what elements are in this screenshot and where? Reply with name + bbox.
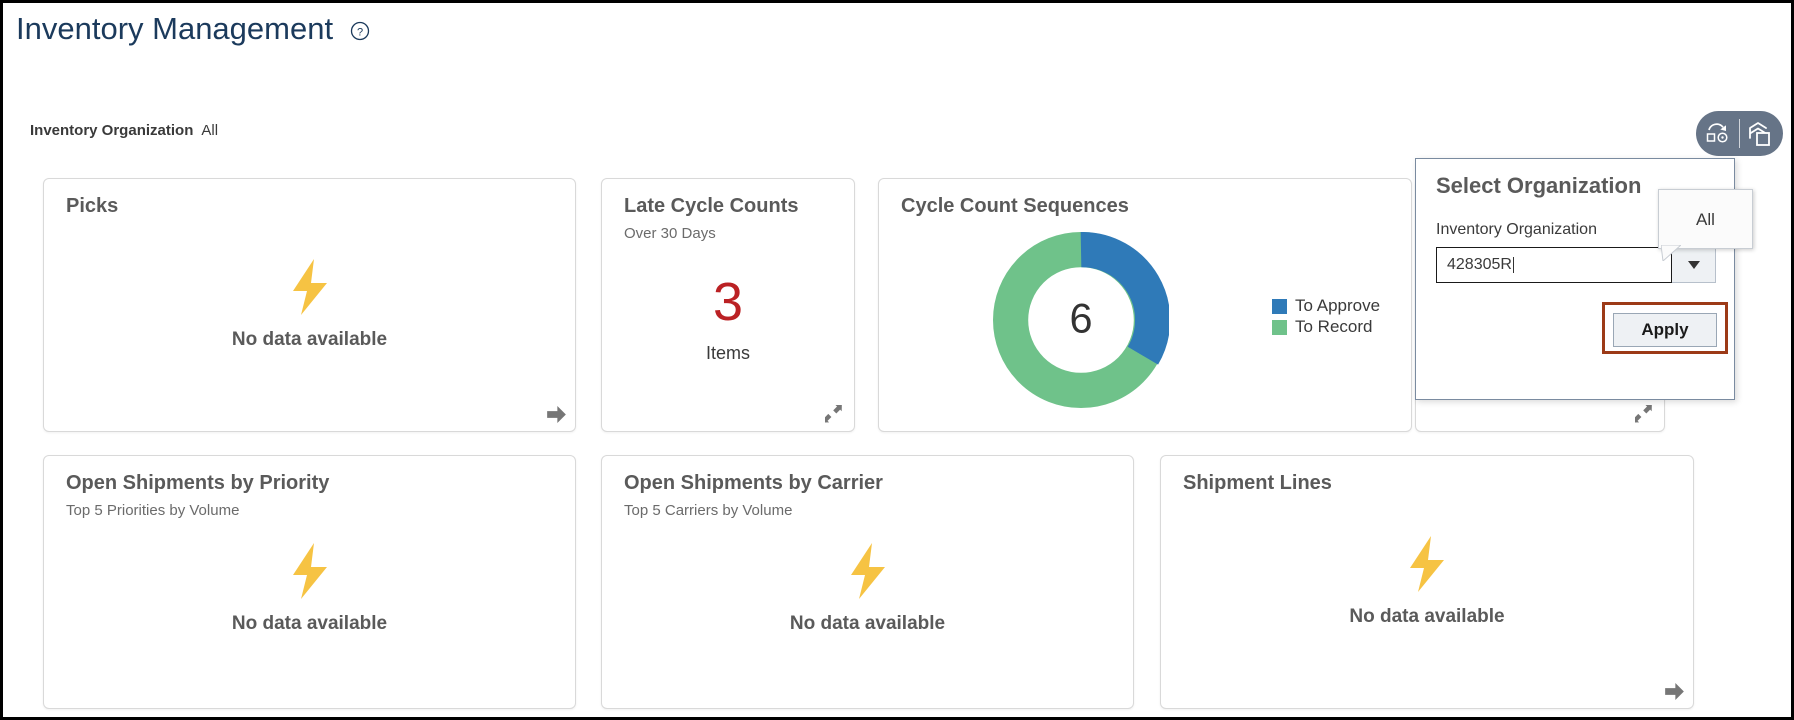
svg-text:6: 6 (1069, 295, 1092, 341)
svg-text:?: ? (357, 26, 363, 38)
